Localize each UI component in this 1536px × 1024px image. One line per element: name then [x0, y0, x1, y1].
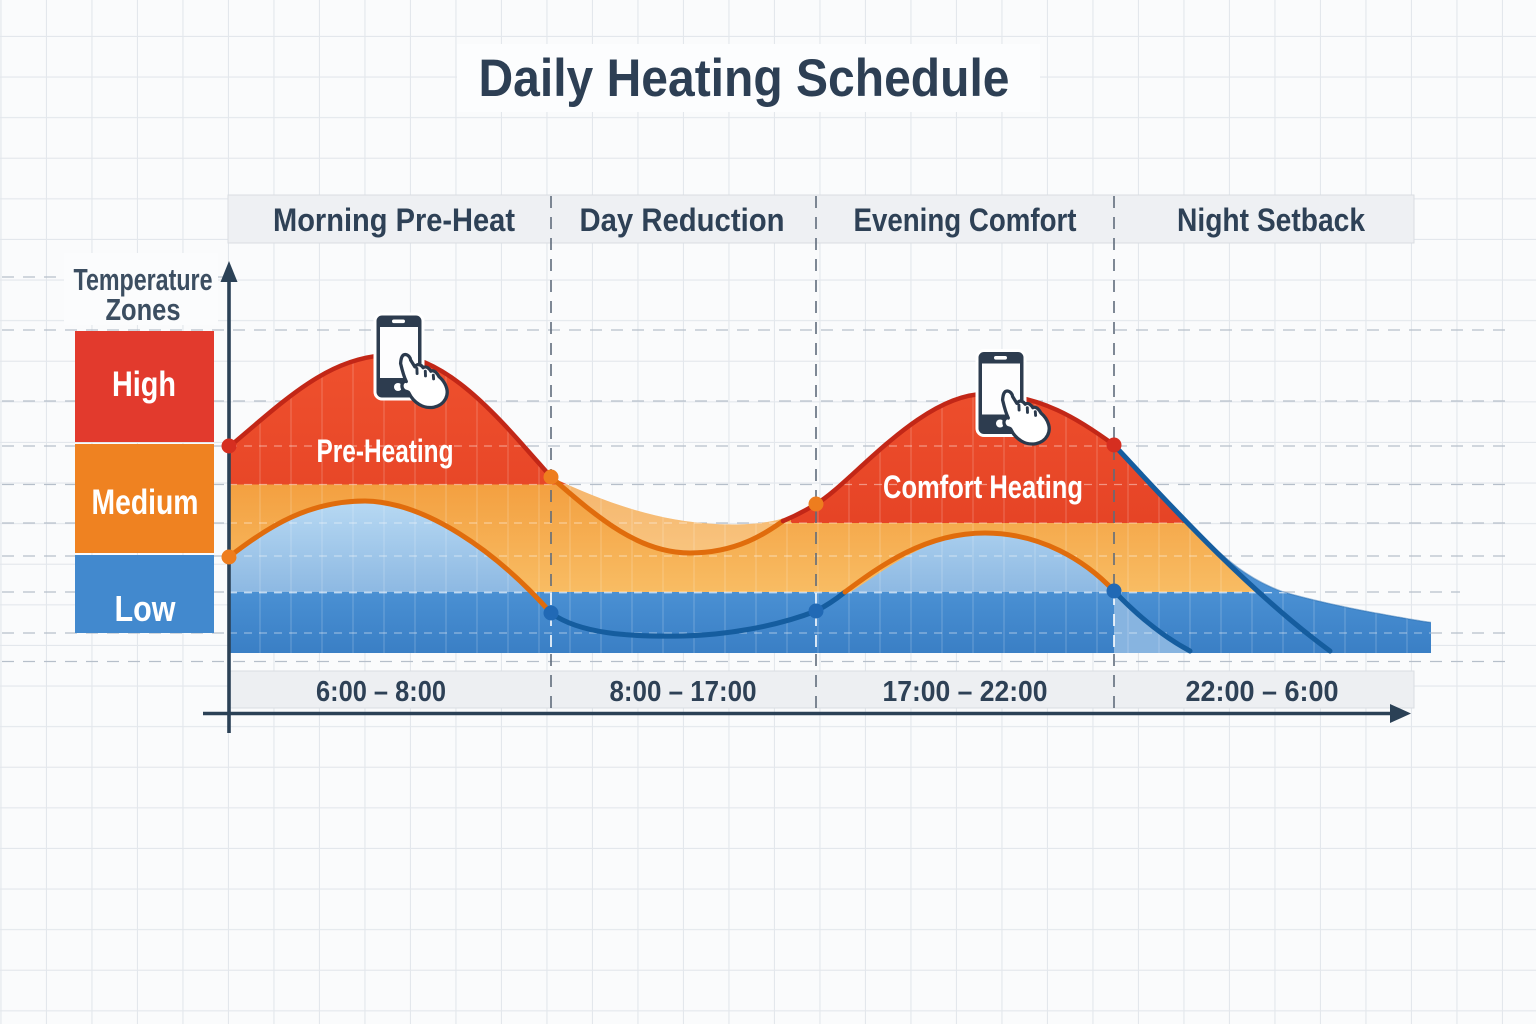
- svg-text:Low: Low: [115, 588, 177, 629]
- svg-text:Night Setback: Night Setback: [1177, 202, 1365, 238]
- svg-text:High: High: [112, 365, 176, 404]
- svg-text:6:00 – 8:00: 6:00 – 8:00: [316, 676, 446, 708]
- svg-text:Medium: Medium: [92, 483, 199, 522]
- svg-text:Day Reduction: Day Reduction: [580, 202, 785, 238]
- svg-text:Evening Comfort: Evening Comfort: [854, 202, 1077, 238]
- svg-text:Daily Heating Schedule: Daily Heating Schedule: [479, 49, 1010, 108]
- svg-text:Zones: Zones: [106, 292, 181, 327]
- svg-text:8:00 – 17:00: 8:00 – 17:00: [610, 676, 757, 708]
- svg-text:Temperature: Temperature: [74, 262, 213, 297]
- svg-text:22:00 – 6:00: 22:00 – 6:00: [1186, 676, 1339, 708]
- svg-text:Comfort Heating: Comfort Heating: [883, 469, 1083, 505]
- svg-text:Morning Pre-Heat: Morning Pre-Heat: [273, 202, 515, 238]
- svg-text:Pre-Heating: Pre-Heating: [317, 433, 454, 469]
- svg-text:17:00 – 22:00: 17:00 – 22:00: [883, 676, 1048, 708]
